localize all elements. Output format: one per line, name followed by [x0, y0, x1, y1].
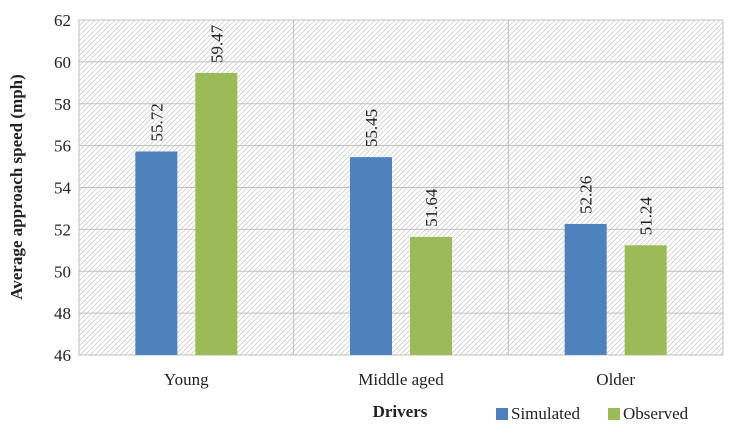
legend-label-observed: Observed: [623, 404, 689, 423]
y-tick-label: 56: [54, 137, 71, 156]
y-tick-label: 62: [54, 11, 71, 30]
data-label: 51.24: [637, 197, 656, 236]
x-category-label: Older: [596, 370, 635, 389]
bar-simulated-older: [564, 223, 607, 355]
data-label: 55.45: [362, 109, 381, 147]
data-label: 52.26: [577, 176, 596, 214]
y-tick-label: 48: [54, 304, 71, 323]
gridlines: [79, 19, 723, 356]
y-axis-title: Average approach speed (mph): [7, 74, 26, 300]
x-category-label: Young: [164, 370, 209, 389]
bars: [135, 72, 667, 356]
legend-swatch-simulated: [496, 408, 508, 420]
x-axis-title: Drivers: [373, 402, 428, 421]
y-tick-label: 52: [54, 220, 71, 239]
bar-observed-young: [195, 72, 238, 356]
legend-swatch-observed: [608, 408, 620, 420]
y-tick-label: 60: [54, 53, 71, 72]
y-tick-label: 46: [54, 346, 71, 365]
x-axis-categories: Young Middle aged Older: [164, 370, 635, 389]
y-tick-label: 50: [54, 262, 71, 281]
y-axis-ticks: 46 48 50 52 54 56 58 60 62: [54, 11, 72, 365]
data-label: 51.64: [422, 188, 441, 227]
data-label: 55.72: [147, 103, 166, 141]
bar-observed-older: [624, 245, 667, 355]
bar-simulated-young: [135, 151, 178, 355]
legend: Simulated Observed: [496, 404, 689, 423]
bar-observed-middle-aged: [410, 236, 452, 355]
bar-simulated-middle-aged: [350, 157, 392, 355]
x-category-label: Middle aged: [358, 370, 444, 389]
data-label: 59.47: [207, 24, 226, 63]
legend-label-simulated: Simulated: [511, 404, 580, 423]
y-tick-label: 58: [54, 95, 71, 114]
y-tick-label: 54: [54, 179, 72, 198]
data-labels: 55.72 59.47 55.45 51.64 52.26 51.24: [147, 24, 655, 235]
